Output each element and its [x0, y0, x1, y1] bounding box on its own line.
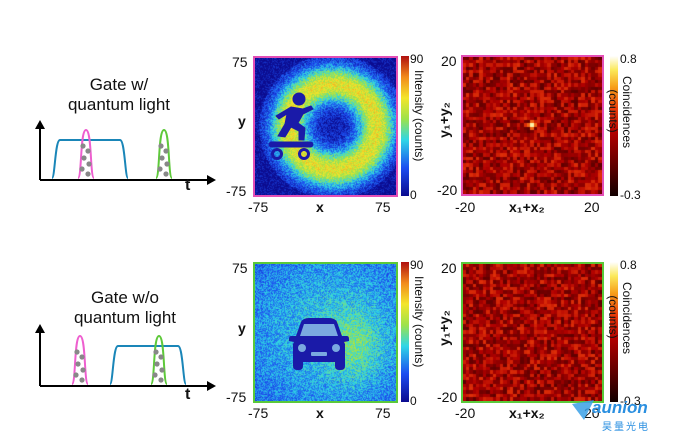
colorbar-max: 90 — [410, 52, 424, 66]
x-tick-left: -20 — [455, 199, 476, 215]
y-tick-top: 75 — [232, 260, 248, 276]
gate-title: Gate w/o quantum light — [45, 288, 205, 328]
photon-dots — [79, 143, 92, 177]
skateboarder-icon — [268, 92, 314, 160]
x-tick-right: 75 — [375, 199, 391, 215]
gate-title-line2: quantum light — [73, 308, 177, 327]
watermark-brand: aunion — [592, 398, 648, 417]
photon-dots — [157, 143, 170, 177]
intensity-image-panel — [253, 56, 398, 197]
x-axis-label: x₁+x₂ — [509, 199, 545, 215]
y-axis-label: y₁+y₂ — [435, 102, 452, 138]
colorbar-label: Intensity (counts) — [412, 70, 426, 162]
y-tick-top: 75 — [232, 54, 248, 70]
coincidence-image-panel — [461, 55, 604, 196]
y-tick-top: 20 — [441, 53, 457, 69]
coincidence-colorbar — [610, 56, 618, 196]
colorbar-min: 0 — [410, 394, 417, 408]
coincidence-colorbar — [610, 262, 618, 402]
colorbar-max: 0.8 — [620, 258, 637, 272]
gate-title-line1: Gate w/ — [89, 75, 149, 94]
watermark-logo: aunion 昊量光电 — [572, 398, 668, 434]
x-tick-left: -75 — [248, 199, 269, 215]
arrow-right-icon — [207, 175, 216, 185]
watermark-sub: 昊量光电 — [602, 422, 650, 433]
coincidence-image-panel — [461, 262, 604, 403]
x-axis-label: x₁+x₂ — [509, 405, 545, 421]
intensity-image-panel — [253, 262, 398, 403]
y-axis-label: y₁+y₂ — [435, 310, 452, 346]
intensity-colorbar — [401, 262, 409, 402]
car-icon — [289, 318, 349, 370]
x-axis-label: x — [316, 199, 324, 215]
intensity-image — [255, 58, 396, 195]
colorbar-label: Coincidences (counts) — [606, 76, 634, 149]
coincidence-image — [463, 264, 602, 401]
colorbar-max: 90 — [410, 258, 424, 272]
y-axis-label: y — [238, 113, 246, 129]
timing-diagram — [35, 324, 216, 391]
gate-pulse — [109, 345, 187, 385]
time-label: t — [185, 386, 191, 403]
colorbar-min: 0 — [410, 188, 417, 202]
colorbar-label: Coincidences (counts) — [606, 282, 634, 355]
intensity-colorbar — [401, 56, 409, 196]
coincidence-image — [463, 57, 602, 194]
y-tick-top: 20 — [441, 260, 457, 276]
x-tick-right: 20 — [584, 199, 600, 215]
y-axis-label: y — [238, 320, 246, 336]
photon-dots — [73, 349, 86, 383]
timing-diagram — [35, 120, 216, 185]
gate-title-line1: Gate w/o — [90, 288, 160, 307]
colorbar-min: -0.3 — [620, 394, 641, 408]
y-tick-bottom: -20 — [437, 182, 458, 198]
x-tick-left: -20 — [455, 405, 476, 421]
arrow-up-icon — [35, 120, 45, 129]
x-axis-label: x — [316, 405, 324, 421]
arrow-right-icon — [207, 381, 216, 391]
y-tick-bottom: -75 — [226, 389, 247, 405]
photon-dots — [152, 349, 165, 383]
colorbar-max: 0.8 — [620, 52, 637, 66]
gate-title: Gate w/ quantum light — [39, 75, 199, 115]
logo-icon — [572, 400, 594, 420]
y-tick-bottom: -75 — [226, 183, 247, 199]
time-label: t — [185, 177, 191, 194]
y-tick-bottom: -20 — [437, 389, 458, 405]
gate-title-line2: quantum light — [67, 95, 171, 114]
colorbar-min: -0.3 — [620, 188, 641, 202]
colorbar-label: Intensity (counts) — [412, 276, 426, 368]
arrow-up-icon — [35, 324, 45, 333]
x-tick-left: -75 — [248, 405, 269, 421]
x-tick-right: 75 — [375, 405, 391, 421]
